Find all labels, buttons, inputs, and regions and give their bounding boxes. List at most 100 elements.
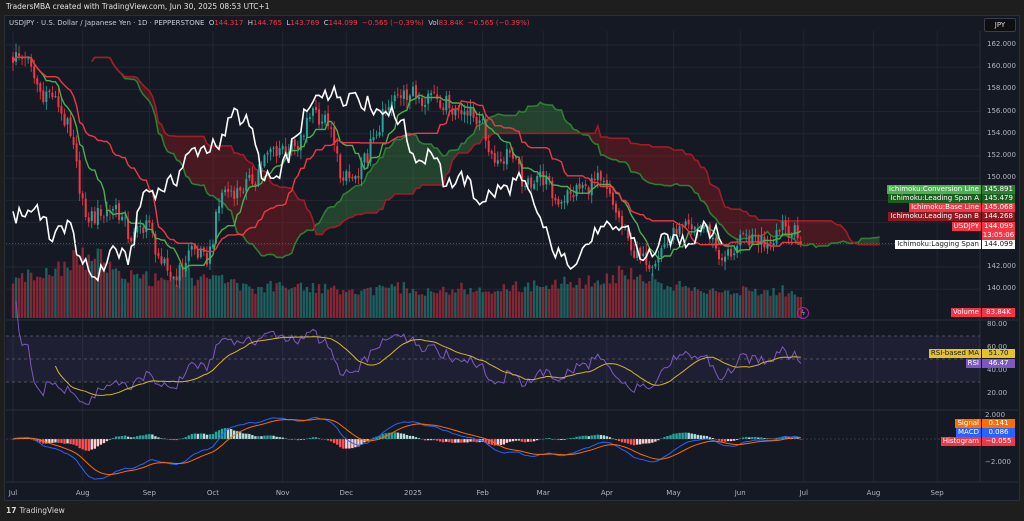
- candle-body: [411, 86, 414, 96]
- candle-body: [551, 180, 554, 199]
- ichimoku-cloud-segment: [291, 188, 295, 254]
- time-axis-label: Apr: [600, 489, 613, 497]
- volume-bar: [278, 281, 281, 318]
- volume-bar: [554, 279, 557, 318]
- ichimoku-cloud-segment: [328, 206, 332, 229]
- volume-bar: [81, 247, 84, 318]
- ichimoku-conversion-line: [12, 56, 802, 270]
- ichimoku-cloud-segment: [194, 136, 198, 185]
- candle-body: [645, 252, 648, 265]
- ichimoku-cloud-segment: [758, 219, 762, 236]
- vol-label: Vol: [428, 19, 439, 27]
- macd-histogram-bar: [551, 438, 554, 440]
- volume-bar: [17, 278, 21, 318]
- macd-histogram-bar: [45, 439, 48, 444]
- volume-bar: [196, 279, 200, 318]
- macd-histogram-bar: [126, 436, 130, 439]
- candle-body: [687, 219, 690, 225]
- macd-histogram-bar: [581, 435, 584, 439]
- price-axis-tick: 140.000: [987, 284, 1016, 293]
- candle-body: [730, 248, 733, 257]
- volume-bar: [257, 286, 260, 318]
- currency-button[interactable]: JPY: [984, 18, 1016, 32]
- volume-bar: [629, 267, 633, 318]
- ichimoku-cloud-segment: [212, 145, 217, 199]
- lagging-value: 144.099: [982, 240, 1015, 249]
- candle-body: [93, 211, 96, 224]
- macd-histogram-bar: [745, 436, 748, 439]
- conversion-value: 145.891: [982, 185, 1015, 194]
- volume-bar: [632, 279, 636, 318]
- ichimoku-cloud-segment: [367, 170, 371, 214]
- candle-body: [442, 107, 445, 111]
- rsi-ma-value: 51.70: [982, 349, 1015, 358]
- volume-bar: [275, 283, 278, 318]
- macd-histogram-bar: [672, 433, 675, 439]
- volume-bar: [272, 291, 275, 318]
- candle-body: [278, 148, 281, 156]
- candle-body: [345, 171, 348, 181]
- candle-body: [751, 234, 754, 245]
- candle-body: [505, 149, 508, 165]
- ichimoku-cloud-segment: [658, 146, 662, 185]
- macd-histogram-bar: [451, 439, 454, 443]
- macd-histogram-bar: [251, 435, 254, 439]
- candle-body: [499, 159, 502, 162]
- candle-body: [633, 250, 636, 258]
- macd-histogram-bar: [133, 436, 136, 439]
- candle-body: [675, 229, 678, 234]
- macd-histogram-bar: [578, 436, 581, 439]
- ichimoku-cloud-segment: [431, 144, 435, 185]
- macd-histogram-bar: [205, 434, 209, 439]
- candle-body: [139, 226, 142, 227]
- lightning-icon[interactable]: ϟ: [797, 307, 809, 319]
- volume-bar: [60, 276, 63, 318]
- volume-bar: [366, 288, 369, 318]
- candle-body: [39, 83, 42, 92]
- volume-bar: [745, 287, 748, 318]
- footer-brand[interactable]: 17 TradingView: [6, 506, 65, 515]
- candle-body: [178, 265, 181, 281]
- candle-body: [684, 221, 687, 226]
- volume-bar: [357, 294, 360, 318]
- symbol-title[interactable]: USDJPY · U.S. Dollar / Japanese Yen · 1D…: [9, 19, 205, 27]
- macd-histogram-bar: [372, 437, 375, 439]
- ichimoku-cloud-segment: [467, 136, 471, 153]
- volume-bar: [202, 274, 206, 318]
- candle-body: [733, 253, 736, 256]
- volume-bar: [84, 269, 87, 318]
- macd-histogram-bar: [172, 439, 175, 441]
- candle-body: [636, 248, 639, 258]
- macd-histogram-bar: [11, 439, 15, 440]
- volume-bar: [390, 284, 393, 318]
- candle-body: [678, 226, 681, 235]
- volume-bar: [793, 294, 796, 318]
- candle-body: [757, 235, 760, 245]
- ichimoku-cloud-segment: [355, 185, 359, 215]
- volume-bar: [742, 286, 745, 318]
- brand-name: TradingView: [19, 506, 65, 515]
- candle-body: [354, 175, 357, 180]
- ichimoku-cloud-segment: [749, 215, 753, 239]
- volume-bar: [33, 280, 36, 318]
- macd-histogram-bar: [332, 439, 336, 444]
- candle-body: [714, 237, 717, 249]
- macd-histogram-bar: [226, 428, 230, 439]
- macd-histogram-bar: [711, 437, 715, 439]
- macd-histogram-bar: [117, 436, 121, 439]
- rsi-axis-tick: 80.00: [987, 319, 1008, 328]
- candle-body: [51, 92, 54, 98]
- macd-histogram-bar: [160, 438, 163, 439]
- signal-label: Signal: [955, 419, 981, 428]
- candle-body: [284, 146, 287, 154]
- chart-frame[interactable]: [4, 15, 1020, 501]
- ichimoku-cloud-segment: [597, 126, 601, 156]
- candle-body: [12, 56, 14, 63]
- candle-body: [654, 263, 657, 267]
- macd-histogram-bar: [629, 439, 633, 445]
- volume-bar: [442, 286, 445, 318]
- ichimoku-cloud-segment: [552, 105, 556, 134]
- volume-bar: [475, 290, 478, 318]
- candle-body: [193, 244, 196, 250]
